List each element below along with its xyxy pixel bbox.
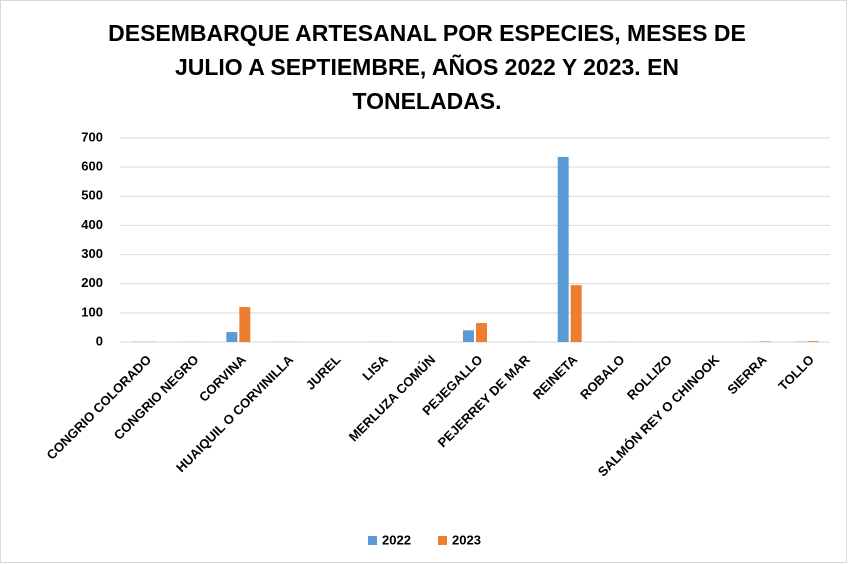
legend-swatch — [368, 536, 377, 545]
bar — [463, 330, 474, 342]
y-tick-label: 700 — [81, 129, 103, 144]
legend-label: 2023 — [452, 532, 481, 547]
bar — [807, 341, 819, 342]
bar — [226, 332, 238, 342]
bar — [476, 323, 487, 342]
y-tick-label: 200 — [81, 275, 103, 290]
bar — [239, 307, 251, 342]
bar — [570, 285, 582, 342]
legend-label: 2022 — [382, 532, 411, 547]
y-tick-label: 400 — [81, 217, 103, 232]
bar — [557, 156, 569, 342]
y-tick-label: 0 — [96, 333, 103, 348]
y-tick-label: 600 — [81, 159, 103, 174]
y-tick-label: 500 — [81, 188, 103, 203]
chart-title: DESEMBARQUE ARTESANAL POR ESPECIES, MESE… — [108, 20, 746, 114]
legend-swatch — [438, 536, 447, 545]
bar — [760, 341, 771, 342]
y-tick-label: 300 — [81, 246, 103, 261]
y-tick-label: 100 — [81, 304, 103, 319]
